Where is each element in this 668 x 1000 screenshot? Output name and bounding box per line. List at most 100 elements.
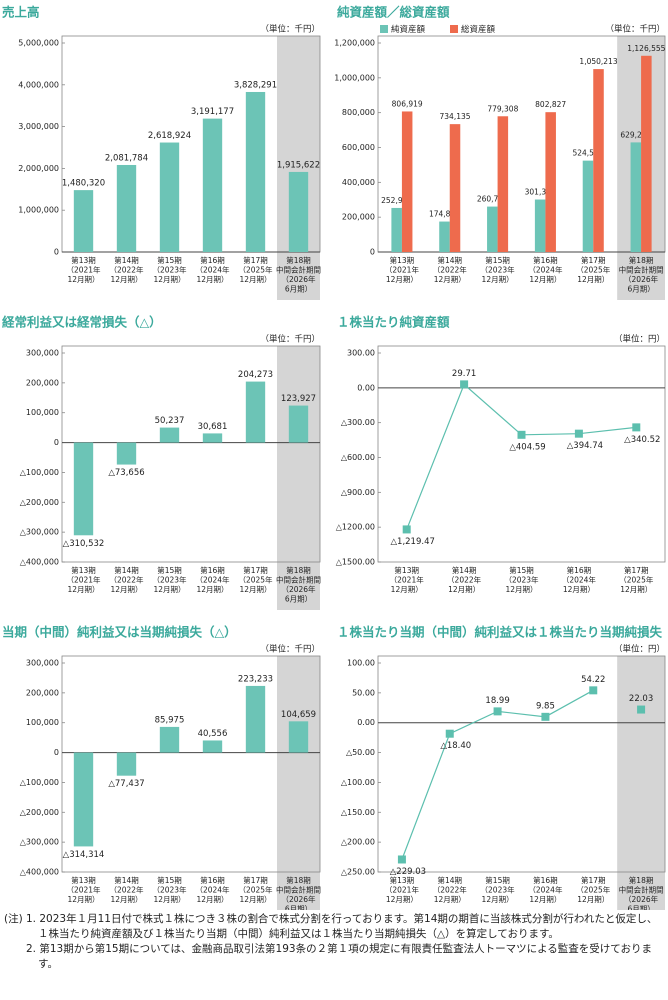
value-label: 3,828,291	[234, 80, 277, 90]
y-tick-label: △1500.00	[336, 558, 375, 567]
y-tick-label: 0.00	[357, 718, 375, 727]
value-label: 223,233	[238, 674, 273, 684]
value-label: 1,915,622	[277, 160, 320, 170]
x-tick-line: （2022年	[109, 265, 144, 275]
x-tick-label: 第16期（2024年 12月期）	[195, 875, 230, 904]
bar	[391, 207, 402, 252]
line	[401, 689, 594, 860]
bar	[116, 752, 137, 776]
x-tick-line: （2022年	[447, 575, 482, 585]
x-tick-label: 第14期（2022年 12月期）	[433, 875, 468, 904]
marker	[574, 429, 583, 438]
y-tick-label: △200.00	[341, 838, 375, 847]
value-label: △404.59	[509, 442, 545, 452]
x-tick-line: 12月期）	[448, 585, 480, 594]
x-tick-line: 12月期）	[434, 275, 466, 284]
value-label: 9.85	[536, 701, 555, 711]
x-tick-line: 12月期）	[239, 275, 271, 284]
x-tick-line: 第15期	[157, 875, 182, 885]
value-label: 50,237	[155, 416, 185, 426]
y-tick-label: 100.00	[347, 659, 375, 668]
marker	[402, 525, 411, 534]
chart-title: 純資産額／総資産額	[337, 5, 450, 20]
y-tick-label: 5,000,000	[18, 39, 59, 48]
notes-label: (注)	[4, 913, 23, 925]
y-tick-label: △300,000	[20, 528, 59, 537]
marker	[445, 729, 454, 738]
y-tick-label: 300.00	[347, 349, 375, 358]
bar	[439, 221, 450, 252]
x-tick-line: （2022年	[433, 265, 468, 275]
value-label: 174,804	[429, 210, 460, 219]
bar	[401, 111, 413, 252]
bar	[159, 427, 180, 443]
x-tick-line: （2024年	[195, 265, 230, 275]
x-tick-line: （2021年	[385, 265, 420, 275]
x-tick-line: （2021年	[66, 265, 101, 275]
highlight-band	[277, 346, 320, 610]
x-tick-line: 第18期	[629, 875, 654, 885]
bar	[582, 160, 594, 252]
x-tick-label: 第18期中間会計期間（2026年 6月期）	[619, 255, 664, 294]
chart-title: 売上高	[2, 5, 40, 20]
x-tick-label: 第13期（2021年 12月期）	[385, 255, 420, 284]
x-tick-label: 第15期（2023年 12月期）	[481, 875, 516, 904]
plot-frame	[61, 345, 321, 563]
y-tick-label: △600.00	[341, 453, 375, 462]
note-item: 1. 2023年１月11日付で株式１株につき３株の割合で株式分割を行っております…	[26, 913, 658, 940]
x-tick-line: 12月期）	[386, 275, 418, 284]
x-tick-line: 第15期	[485, 255, 510, 265]
x-tick-line: 第13期	[390, 875, 415, 885]
x-tick-line: 12月期）	[391, 585, 423, 594]
x-tick-line: 12月期）	[67, 895, 99, 904]
x-tick-line: 12月期）	[239, 895, 271, 904]
x-tick-line: （2024年	[528, 885, 563, 895]
value-label: △314,314	[63, 850, 105, 860]
unit-label: （単位：千円）	[260, 334, 320, 345]
x-tick-line: 12月期）	[434, 895, 466, 904]
bar	[449, 124, 461, 252]
value-label: 524,570	[572, 149, 603, 158]
x-tick-line: 第16期	[567, 565, 592, 575]
bar	[641, 55, 652, 252]
chart-title: 当期（中間）純利益又は当期純損失（△）	[2, 625, 237, 640]
value-label: 85,975	[155, 715, 185, 725]
notes: (注) 1. 2023年１月11日付で株式１株につき３株の割合で株式分割を行って…	[4, 912, 662, 972]
marker	[517, 430, 526, 439]
bar	[288, 721, 309, 753]
bar	[545, 112, 556, 252]
value-label: 806,919	[392, 99, 423, 108]
y-tick-label: 0	[370, 248, 375, 257]
x-tick-label: 第18期中間会計期間（2026年 6月期）	[276, 875, 321, 910]
x-tick-label: 第15期（2023年 12月期）	[481, 255, 516, 284]
x-tick-line: 第15期	[157, 255, 182, 265]
plot-frame	[377, 345, 666, 563]
x-tick-line: （2025年	[576, 265, 611, 275]
x-tick-line: （2024年	[195, 575, 230, 585]
x-tick-line: 第18期	[286, 255, 311, 265]
x-tick-line: 第17期	[624, 565, 649, 575]
bar	[202, 740, 223, 753]
bar	[73, 190, 94, 252]
value-label: 1,050,213	[579, 57, 617, 66]
x-tick-line: 12月期）	[67, 275, 99, 284]
x-tick-line: 第13期	[390, 255, 415, 265]
x-tick-line: （2021年	[385, 885, 420, 895]
value-label: △229.03	[390, 867, 426, 877]
x-tick-label: 第13期（2021年 12月期）	[66, 875, 101, 904]
bar	[202, 118, 223, 253]
y-tick-label: 100,000	[26, 408, 59, 417]
chart-title: 経常利益又は経常損失（△）	[2, 315, 162, 330]
y-tick-label: 0	[54, 438, 59, 447]
value-label: △1,219.47	[391, 537, 435, 547]
x-tick-label: 第16期（2024年 12月期）	[562, 565, 597, 594]
x-tick-line: 第15期	[157, 565, 182, 575]
x-tick-line: （2021年	[66, 885, 101, 895]
bar	[116, 442, 137, 465]
x-tick-line: 第16期	[200, 875, 225, 885]
y-tick-label: △900.00	[341, 488, 375, 497]
value-label: 3,191,177	[191, 107, 234, 117]
x-tick-line: 12月期）	[482, 275, 514, 284]
x-tick-line: 第16期	[200, 565, 225, 575]
